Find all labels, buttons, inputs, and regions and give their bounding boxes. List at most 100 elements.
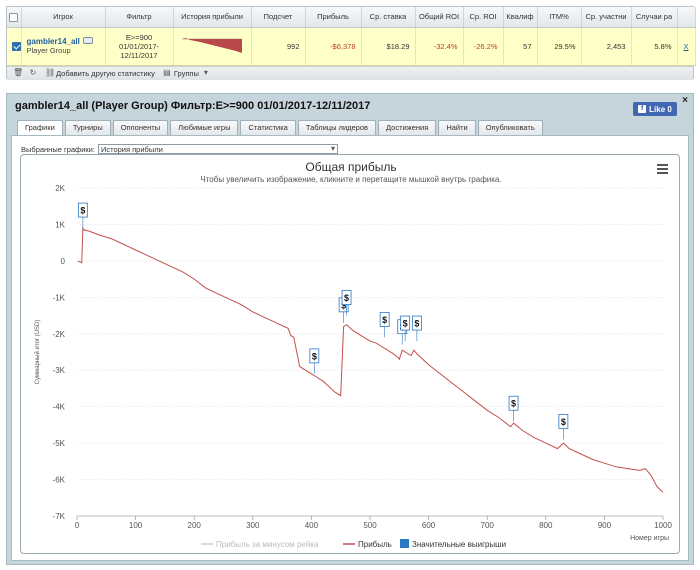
remove-row-link[interactable]: X: [677, 27, 696, 66]
facebook-like-button[interactable]: f Like 0: [633, 102, 677, 116]
link-icon: ⛓: [45, 68, 56, 77]
header-avg-entrants[interactable]: Ср. участни: [581, 7, 632, 28]
refresh-button[interactable]: ↻: [29, 69, 37, 77]
player-name-link[interactable]: gambler14_all: [26, 37, 80, 46]
svg-text:Прибыль за минусом рейка: Прибыль за минусом рейка: [216, 540, 319, 549]
big-win-marker: $: [309, 348, 320, 374]
remove-row-label[interactable]: X: [683, 41, 689, 51]
big-win-marker: $: [379, 312, 390, 338]
x-axis-title: Номер игры: [630, 535, 669, 542]
svg-text:$: $: [382, 315, 387, 325]
header-avg-roi[interactable]: Ср. ROI: [463, 7, 504, 28]
y-tick-label: -6K: [53, 476, 66, 485]
avg-roi-value: -26.2%: [463, 27, 504, 66]
groups-dropdown[interactable]: ▤ Группы ▾: [163, 69, 210, 78]
header-itm[interactable]: ITM%: [537, 7, 582, 28]
svg-text:$: $: [511, 399, 516, 409]
legend-item-rake[interactable]: Прибыль за минусом рейка: [201, 540, 319, 549]
close-icon[interactable]: ×: [682, 95, 688, 106]
series-line-profit: [77, 226, 664, 493]
stats-panel: Игрок Фильтр История прибыли Подсчет При…: [6, 6, 696, 80]
x-tick-label: 0: [75, 521, 80, 530]
stats-toolbar: 🗑 ↻ ⛓ Добавить другую статистику ▤ Групп…: [7, 65, 693, 80]
profit-history-sparkline[interactable]: [173, 27, 252, 66]
groups-icon: ▤: [163, 68, 171, 77]
svg-text:$: $: [341, 300, 346, 310]
chart-select[interactable]: История прибыли: [97, 144, 338, 154]
tab-opponents[interactable]: Оппоненты: [112, 120, 169, 135]
header-profit-history[interactable]: История прибыли: [173, 7, 252, 28]
y-tick-label: -7K: [53, 512, 66, 521]
x-tick-label: 700: [481, 521, 495, 530]
chart-menu-icon[interactable]: [657, 164, 668, 174]
big-win-marker: $: [77, 202, 88, 229]
x-tick-label: 800: [539, 521, 553, 530]
header-qualif[interactable]: Квалиф: [503, 7, 538, 28]
row-checkbox[interactable]: [7, 27, 22, 66]
svg-text:$: $: [414, 319, 419, 329]
header-cases[interactable]: Случаи ра: [631, 7, 678, 28]
facebook-icon: f: [638, 105, 647, 113]
y-tick-label: 1K: [55, 220, 65, 229]
total-roi-value: -32.4%: [415, 27, 464, 66]
header-total-roi[interactable]: Общий ROI: [415, 7, 464, 28]
chart-subtitle: Чтобы увеличить изображение, кликните и …: [200, 175, 501, 184]
legend-item-profit[interactable]: Прибыль: [343, 540, 392, 549]
svg-text:$: $: [561, 417, 566, 427]
detail-title: gambler14_all (Player Group) Фильтр:E>=9…: [15, 100, 371, 112]
y-axis-title: Суммарный итог (USD): [34, 320, 41, 385]
header-profit[interactable]: Прибыль: [305, 7, 362, 28]
tab-publish[interactable]: Опубликовать: [477, 120, 543, 135]
selected-charts-label: Выбранные графики:: [21, 144, 95, 154]
chat-icon[interactable]: [82, 37, 93, 44]
y-tick-label: -4K: [53, 403, 66, 412]
tab-statistics[interactable]: Статистика: [240, 120, 296, 135]
like-label: Like 0: [649, 104, 672, 114]
header-filter[interactable]: Фильтр: [105, 7, 174, 28]
itm-value: 29.5%: [537, 27, 582, 66]
profit-value: -$6,378: [305, 27, 362, 66]
count-value: 992: [251, 27, 306, 66]
svg-text:$: $: [344, 293, 349, 303]
x-tick-label: 200: [188, 521, 202, 530]
svg-text:$: $: [80, 206, 85, 216]
filter-line3: 12/11/2017: [120, 50, 158, 60]
x-tick-label: 900: [598, 521, 612, 530]
big-win-marker: $: [558, 414, 569, 440]
header-count[interactable]: Подсчет: [251, 7, 306, 28]
tab-achievements[interactable]: Достижения: [378, 120, 437, 135]
tab-leaderboards[interactable]: Таблицы лидеров: [297, 120, 377, 135]
header-player[interactable]: Игрок: [21, 7, 106, 28]
y-tick-label: 0: [61, 257, 66, 266]
y-tick-label: -3K: [53, 366, 66, 375]
table-row: gambler14_all Player Group E>=900 01/01/…: [7, 27, 696, 66]
x-tick-label: 1000: [654, 521, 672, 530]
delete-button[interactable]: 🗑: [13, 69, 23, 77]
charts-tab-body: Выбранные графики: История прибыли Общая…: [11, 135, 689, 561]
x-tick-label: 300: [246, 521, 260, 530]
tab-charts[interactable]: Графики: [17, 120, 63, 136]
chevron-down-icon: ▾: [203, 68, 208, 77]
player-cell: gambler14_all Player Group: [21, 27, 106, 66]
tab-tournaments[interactable]: Турниры: [64, 120, 111, 135]
player-type: Player Group: [26, 46, 71, 55]
x-tick-label: 400: [305, 521, 319, 530]
filter-line1: E>=900: [125, 32, 153, 42]
tab-find[interactable]: Найти: [438, 120, 476, 135]
chart-frame: Общая прибыль Чтобы увеличить изображение…: [20, 154, 680, 554]
y-tick-label: -5K: [53, 439, 66, 448]
add-stat-button[interactable]: ⛓ Добавить другую статистику: [45, 69, 155, 78]
add-stat-label: Добавить другую статистику: [56, 68, 155, 78]
tab-favorite-games[interactable]: Любимые игры: [170, 120, 239, 135]
select-all-checkbox[interactable]: [7, 7, 22, 28]
avg-entrants-value: 2,453: [581, 27, 632, 66]
svg-text:$: $: [312, 351, 317, 361]
y-tick-label: 2K: [55, 184, 65, 193]
detail-tabs: Графики Турниры Оппоненты Любимые игры С…: [17, 120, 543, 136]
header-avg-stake[interactable]: Ср. ставка: [361, 7, 416, 28]
big-win-marker: $: [341, 290, 352, 316]
cases-value: 5.8%: [631, 27, 678, 66]
x-tick-label: 100: [129, 521, 143, 530]
legend-item-big-wins[interactable]: Значительные выигрыши: [400, 539, 506, 549]
